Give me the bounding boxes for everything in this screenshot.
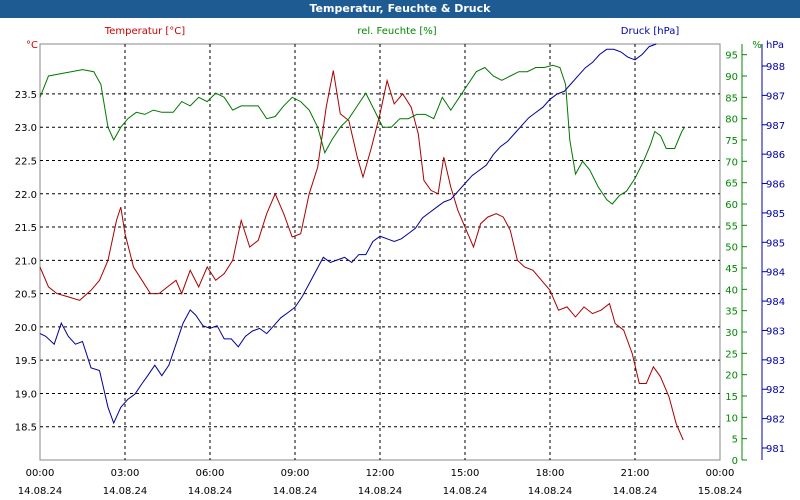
humidity-tick: 80	[725, 115, 738, 126]
x-tick-date: 14.08.24	[273, 486, 318, 497]
pressure-unit: hPa	[766, 40, 784, 51]
pressure-tick: 984	[766, 297, 785, 308]
temperature-tick: 21.5	[15, 223, 37, 234]
x-tick-date: 14.08.24	[103, 486, 148, 497]
humidity-tick: 50	[725, 243, 738, 254]
humidity-tick: 35	[725, 307, 738, 318]
temperature-tick: 20.5	[15, 290, 37, 301]
humidity-tick: 70	[725, 157, 738, 168]
pressure-tick: 985	[766, 238, 785, 249]
x-axis: 00:00 14.08.24 03:00 14.08.24 06:00 14.08.24 0…	[18, 468, 743, 497]
temperature-unit: °C	[26, 40, 38, 51]
x-tick-time: 09:00	[281, 468, 310, 479]
pressure-legend: Druck [hPa]	[621, 26, 680, 37]
humidity-tick: 65	[725, 179, 738, 190]
humidity-tick: 45	[725, 264, 738, 275]
humidity-tick: 15	[725, 392, 738, 403]
temperature-tick: 20.0	[15, 323, 37, 334]
grid-lines	[40, 44, 720, 460]
temperature-tick: 23.0	[15, 123, 37, 134]
x-tick-date: 14.08.24	[443, 486, 488, 497]
temperature-tick: 21.0	[15, 256, 37, 267]
pressure-tick: 985	[766, 209, 785, 220]
humidity-tick: 90	[725, 72, 738, 83]
humidity-line	[39, 64, 686, 205]
pressure-tick: 982	[766, 385, 785, 396]
x-tick-date: 14.08.24	[613, 486, 658, 497]
humidity-unit: %	[752, 40, 762, 51]
x-tick-date: 14.08.24	[188, 486, 233, 497]
x-tick-time: 03:00	[111, 468, 140, 479]
humidity-axis: % 0 5 10 15 20 25 30 35 40 45 50 55 60 65 70 75 80 85 90 95	[725, 40, 761, 467]
pressure-line	[39, 43, 657, 425]
humidity-legend: rel. Feuchte [%]	[357, 26, 436, 37]
temperature-axis: °C 18.5 19.0 19.5 20.0 20.5 21.0 21.5 22.0 22.5 23…	[15, 40, 38, 434]
temperature-tick: 19.0	[15, 389, 37, 400]
pressure-tick: 987	[766, 91, 785, 102]
temperature-tick: 22.0	[15, 190, 37, 201]
pressure-tick: 987	[766, 121, 785, 132]
humidity-tick: 30	[725, 328, 738, 339]
humidity-tick: 25	[725, 349, 738, 360]
temperature-tick: 18.5	[15, 423, 37, 434]
temperature-legend: Temperatur [°C]	[104, 26, 185, 37]
temperature-line	[39, 70, 684, 441]
pressure-tick: 984	[766, 268, 785, 279]
x-tick-time: 15:00	[451, 468, 480, 479]
pressure-tick: 983	[766, 326, 785, 337]
x-tick-time: 00:00	[26, 468, 55, 479]
humidity-tick: 10	[725, 413, 738, 424]
pressure-tick: 982	[766, 415, 785, 426]
pressure-tick: 988	[766, 62, 785, 73]
humidity-tick: 75	[725, 136, 738, 147]
temperature-tick: 23.5	[15, 90, 37, 101]
pressure-axis: hPa 981 982 982 983 983 984 984 985 985 986 986 987 9…	[761, 40, 785, 460]
humidity-tick: 5	[732, 435, 738, 446]
humidity-tick: 85	[725, 93, 738, 104]
pressure-tick: 981	[766, 444, 785, 455]
x-tick-date: 15.08.24	[698, 486, 743, 497]
humidity-tick: 40	[725, 285, 738, 296]
pressure-tick: 986	[766, 180, 785, 191]
x-tick-time: 12:00	[366, 468, 395, 479]
x-tick-time: 18:00	[536, 468, 565, 479]
pressure-tick: 986	[766, 150, 785, 161]
pressure-tick: 983	[766, 356, 785, 367]
x-tick-date: 14.08.24	[18, 486, 63, 497]
x-tick-time: 21:00	[621, 468, 650, 479]
humidity-tick: 20	[725, 371, 738, 382]
x-tick-time: 06:00	[196, 468, 225, 479]
x-tick-time: 00:00	[706, 468, 735, 479]
x-tick-date: 14.08.24	[528, 486, 573, 497]
chart-title: Temperatur, Feuchte & Druck	[0, 0, 800, 18]
humidity-tick: 95	[725, 51, 738, 62]
temperature-tick: 19.5	[15, 356, 37, 367]
humidity-tick: 55	[725, 221, 738, 232]
humidity-tick: 60	[725, 200, 738, 211]
series-lines	[39, 43, 686, 441]
temperature-tick: 22.5	[15, 156, 37, 167]
legend: Temperatur [°C] rel. Feuchte [%] Druck […	[104, 26, 680, 37]
chart-area: °C 18.5 19.0 19.5 20.0 20.5 21.0 21.5 22.0 22.5 23…	[15, 26, 785, 497]
x-tick-date: 14.08.24	[358, 486, 403, 497]
humidity-tick: 0	[732, 456, 738, 467]
